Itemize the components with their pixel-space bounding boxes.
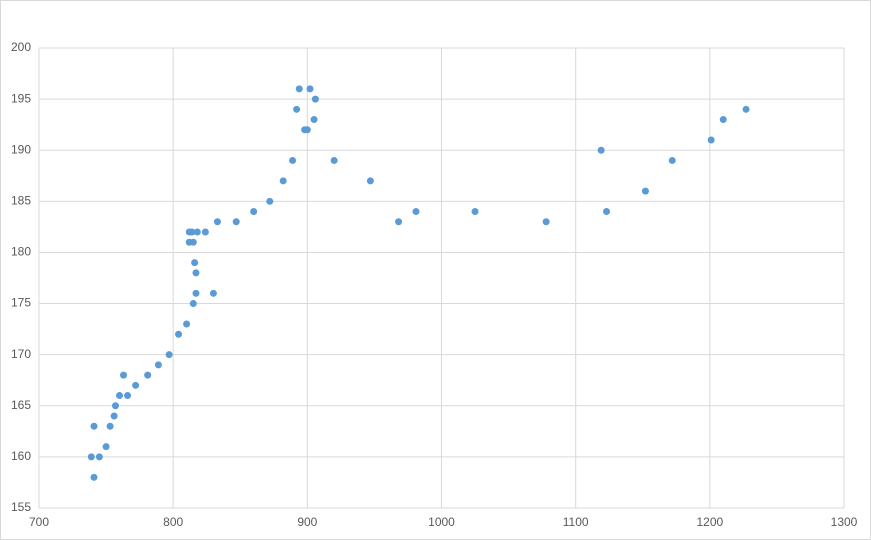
point [306,85,314,93]
point [124,392,132,400]
point [330,156,338,164]
point [165,351,173,359]
point [95,453,103,461]
y-tick-label: 155 [11,500,31,514]
point [213,218,221,226]
point [209,289,217,297]
point [471,208,479,216]
point [597,146,605,154]
point [192,289,200,297]
point [90,422,98,430]
point [742,105,750,113]
point [120,371,128,379]
y-tick-label: 190 [11,142,31,156]
point [144,371,152,379]
point [116,392,123,400]
point [87,453,95,461]
point [232,218,240,226]
point [175,330,183,338]
point [412,208,420,216]
point [188,228,196,236]
y-tick-label: 180 [11,245,31,259]
point [719,116,727,124]
point [266,197,274,205]
point [110,412,118,420]
x-tick-label: 700 [29,515,49,529]
y-tick-label: 185 [11,194,31,208]
point [395,218,403,226]
point [132,381,140,389]
point [303,126,311,134]
point [250,208,258,216]
x-tick-label: 800 [163,515,183,529]
x-tick-label: 1100 [563,515,589,529]
point [295,85,303,93]
point [366,177,374,185]
point [279,177,287,185]
point [542,218,550,226]
x-tick-label: 1300 [831,515,858,529]
point [293,105,301,113]
point [189,238,197,246]
point [102,443,110,451]
point [289,156,297,164]
point [201,228,209,236]
point [154,361,162,369]
point [192,269,200,277]
x-tick-label: 1200 [696,515,723,529]
point [641,187,649,195]
point [106,422,114,430]
point [668,156,676,164]
y-tick-label: 175 [11,296,31,310]
point [603,208,611,216]
y-tick-label: 200 [11,40,31,54]
x-tick-label: 900 [297,515,317,529]
point [183,320,191,328]
y-tick-label: 160 [11,449,31,463]
point [191,259,199,267]
y-tick-label: 195 [11,91,31,105]
y-tick-label: 165 [11,398,31,412]
point [90,473,98,481]
point [707,136,715,144]
y-tick-label: 170 [11,347,31,361]
point [193,228,201,236]
x-tick-label: 1000 [428,515,455,529]
point [310,116,318,124]
point [111,402,119,410]
point [311,95,319,103]
point [189,300,197,308]
